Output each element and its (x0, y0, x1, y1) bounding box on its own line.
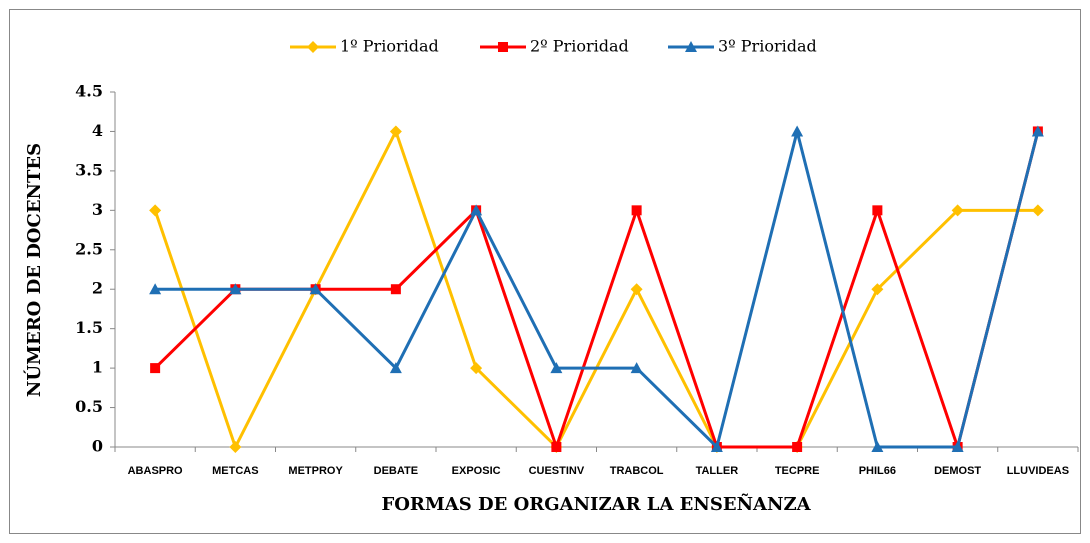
data-point (470, 362, 483, 375)
x-tick-label: ABASPRO (128, 465, 183, 477)
data-point (550, 362, 563, 374)
data-point (229, 283, 242, 295)
x-tick-label: EXPOSIC (452, 465, 501, 477)
x-tick-label: CUESTINV (529, 465, 585, 477)
x-tick-label: PHIL66 (859, 465, 896, 477)
data-point (791, 125, 804, 137)
legend-label: 3º Prioridad (718, 37, 817, 56)
data-point (710, 441, 723, 452)
chart-border (9, 9, 1081, 534)
x-tick-label: TRABCOL (610, 465, 664, 477)
legend-marker (685, 41, 697, 52)
data-point (792, 442, 803, 452)
data-point (150, 363, 161, 374)
series-line (155, 131, 1040, 450)
data-point (951, 441, 964, 452)
data-point (309, 283, 322, 295)
legend-marker (307, 41, 319, 53)
data-point (872, 205, 883, 216)
x-tick-label: DEMOST (934, 465, 981, 477)
data-point (149, 283, 162, 295)
y-tick-label: 3.5 (75, 160, 103, 179)
legend-marker (498, 42, 508, 52)
data-point (390, 284, 401, 295)
y-tick-label: 3 (92, 200, 103, 219)
y-tick-label: 0 (92, 437, 103, 456)
y-tick-label: 4.5 (75, 82, 103, 101)
data-point (630, 362, 643, 374)
data-point (551, 442, 562, 452)
data-point (871, 441, 884, 452)
y-tick-label: 1.5 (75, 318, 103, 337)
legend-label: 1º Prioridad (340, 37, 439, 56)
data-point (1031, 204, 1044, 217)
legend-label: 2º Prioridad (530, 37, 629, 56)
data-point (951, 204, 964, 217)
x-tick-label: TALLER (696, 465, 739, 477)
y-tick-label: 2.5 (75, 239, 103, 258)
data-point (631, 205, 642, 216)
y-tick-label: 2 (92, 279, 103, 298)
data-point (389, 362, 402, 374)
data-point (630, 283, 643, 296)
x-tick-label: METCAS (212, 465, 258, 477)
data-point (1031, 125, 1044, 137)
x-tick-label: DEBATE (374, 465, 418, 477)
x-tick-label: LLUVIDEAS (1007, 465, 1069, 477)
y-tick-label: 4 (92, 121, 103, 140)
y-tick-label: 0.5 (75, 397, 103, 416)
data-point (871, 283, 884, 296)
y-axis-title: NÚMERO DE DOCENTES (22, 143, 45, 397)
x-tick-label: TECPRE (775, 465, 820, 477)
data-point (389, 125, 402, 138)
y-tick-label: 1 (92, 358, 103, 377)
data-point (149, 204, 162, 217)
x-tick-label: METPROY (288, 465, 343, 477)
x-axis-title: FORMAS DE ORGANIZAR LA ENSEÑANZA (381, 492, 811, 515)
data-point (229, 441, 242, 453)
data-point (470, 204, 483, 216)
